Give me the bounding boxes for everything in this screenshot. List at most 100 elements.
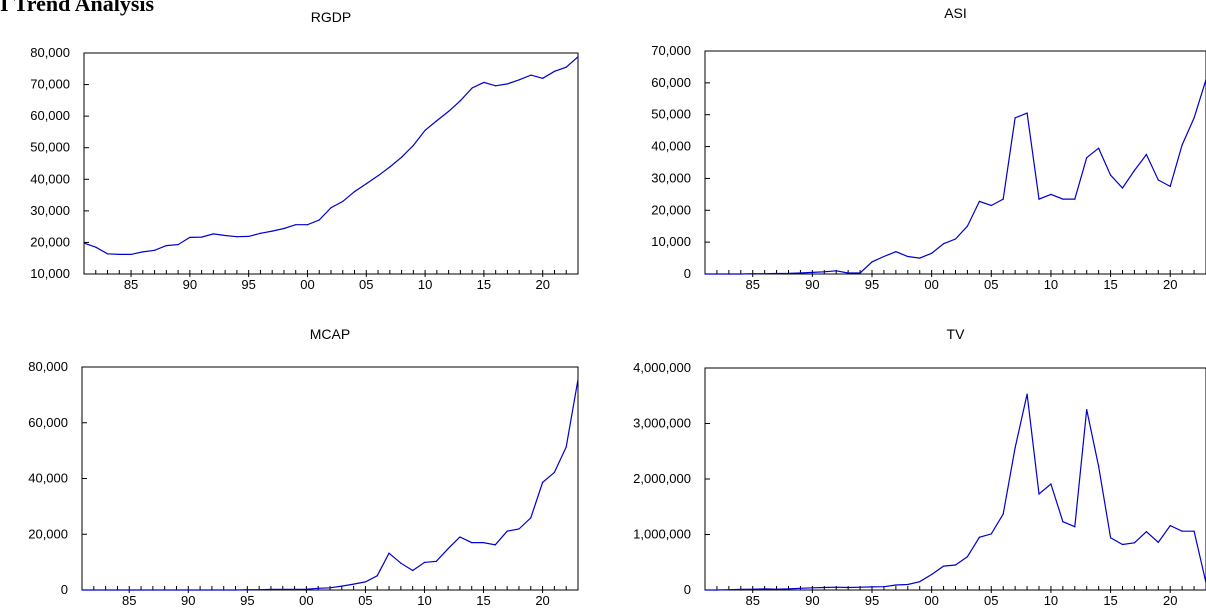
asi-data-point <box>1014 117 1016 119</box>
tv-plot-frame <box>704 367 1206 591</box>
asi-x-tick-label: 20 <box>1163 277 1177 292</box>
asi-data-point <box>1109 174 1112 176</box>
asi-data-point <box>1145 153 1147 156</box>
mcap-x-tick-label: 10 <box>417 593 431 608</box>
asi-data-point <box>764 273 766 275</box>
mcap-data-point <box>258 589 260 591</box>
asi-data-point <box>1074 198 1076 200</box>
rgdp-data-point <box>448 110 450 113</box>
tv-data-point <box>1169 525 1171 527</box>
asi-data-point <box>1086 157 1088 159</box>
rgdp-data-point <box>118 253 120 256</box>
mcap-data-point <box>282 588 284 591</box>
asi-data-point <box>931 252 933 254</box>
asi-data-point <box>1169 185 1171 187</box>
mcap-data-point <box>471 542 473 544</box>
asi-data-point <box>966 225 969 227</box>
asi-title: ASI <box>944 5 967 21</box>
rgdp-x-tick-label: 90 <box>183 277 197 292</box>
rgdp-data-point <box>83 242 85 244</box>
tv-data-point <box>823 586 825 589</box>
asi-data-point <box>752 273 754 275</box>
rgdp-y-tick-label: 70,000 <box>30 77 70 92</box>
asi-data-point <box>1026 112 1028 114</box>
tv-x-tick-label: 95 <box>865 593 879 608</box>
asi-y-tick-label: 50,000 <box>651 107 691 122</box>
asi-data-point <box>1038 198 1040 200</box>
tv-data-point <box>1002 513 1004 515</box>
asi-data-point <box>799 272 802 274</box>
asi-data-point <box>990 204 992 207</box>
asi-data-point <box>728 273 730 275</box>
asi-data-point <box>704 273 706 275</box>
tv-y-tick-label: 1,000,000 <box>633 527 691 542</box>
page-heading: I Trend Analysis <box>0 0 155 16</box>
mcap-data-point <box>364 581 367 583</box>
tv-data-point <box>919 581 921 583</box>
mcap-data-point <box>494 544 496 546</box>
tv-data-point <box>907 583 909 586</box>
rgdp-data-point <box>142 251 144 253</box>
tv-data-point <box>1109 537 1112 539</box>
rgdp-x-tick-label: 05 <box>359 277 373 292</box>
mcap-data-point <box>541 481 544 484</box>
mcap-data-point <box>93 589 95 591</box>
mcap-x-tick-label: 90 <box>181 593 195 608</box>
tv-x-tick-label: 90 <box>805 593 819 608</box>
rgdp-data-point <box>530 74 532 76</box>
tv-data-point <box>1157 541 1159 543</box>
asi-y-tick-label: 0 <box>684 266 691 281</box>
rgdp-data-point <box>283 227 285 230</box>
tv-data-point <box>895 584 897 586</box>
tv-data-point <box>871 586 873 588</box>
mcap-data-point <box>353 583 355 585</box>
mcap-data-point <box>412 569 414 572</box>
tv-data-point <box>990 533 992 535</box>
rgdp-y-tick-label: 10,000 <box>30 266 70 281</box>
rgdp-data-point <box>495 85 497 87</box>
asi-data-point <box>895 251 897 253</box>
mcap-data-point <box>270 588 272 591</box>
mcap-data-point <box>234 589 237 591</box>
mcap-x-tick-label: 85 <box>122 593 136 608</box>
mcap-data-point <box>305 588 307 590</box>
rgdp-y-tick-label: 20,000 <box>30 234 70 249</box>
tv-data-point <box>942 565 945 567</box>
asi-y-tick-label: 40,000 <box>651 139 691 154</box>
rgdp-data-point <box>342 200 344 202</box>
asi-data-point <box>859 272 861 274</box>
tv-series-line <box>705 393 1206 591</box>
mcap-data-point <box>530 517 532 519</box>
mcap-data-point <box>565 446 567 448</box>
asi-x-tick-label: 05 <box>984 277 998 292</box>
mcap-data-point <box>128 589 130 591</box>
mcap-data-point <box>199 589 201 591</box>
rgdp-x-tick-label: 00 <box>300 277 314 292</box>
tv-data-point <box>931 573 933 576</box>
tv-y-tick-label: 2,000,000 <box>633 471 691 486</box>
mcap-x-tick-label: 95 <box>240 593 254 608</box>
asi-x-tick-label: 10 <box>1044 277 1058 292</box>
tv-data-point <box>859 586 861 588</box>
tv-data-point <box>787 588 790 590</box>
tv-data-point <box>811 587 813 589</box>
asi-data-point <box>811 271 813 274</box>
asi-data-point <box>954 238 957 240</box>
rgdp-chart: RGDP 10,000 20,000 30,000 40,000 50,000 60,000… <box>30 9 579 292</box>
mcap-data-point <box>482 542 485 544</box>
tv-chart: TV 0 1,000,000 2,000,000 3,000,000 4,000,000 8… <box>633 326 1206 608</box>
tv-y-tick-label: 0 <box>684 582 691 597</box>
tv-data-point <box>835 586 837 588</box>
asi-chart: ASI 0 10,000 20,000 30,000 40,000 50,000 60,000… <box>651 5 1206 292</box>
rgdp-data-point <box>236 236 238 238</box>
tv-x-tick-label: 15 <box>1103 593 1117 608</box>
tv-data-point <box>1014 447 1016 449</box>
asi-data-point <box>1002 198 1004 200</box>
tv-y-tick-label: 3,000,000 <box>633 416 691 431</box>
tv-data-point <box>704 589 706 591</box>
tv-data-point <box>1098 465 1100 467</box>
asi-x-tick-label: 95 <box>865 277 879 292</box>
rgdp-data-point <box>330 207 332 209</box>
mcap-data-point <box>506 530 508 532</box>
